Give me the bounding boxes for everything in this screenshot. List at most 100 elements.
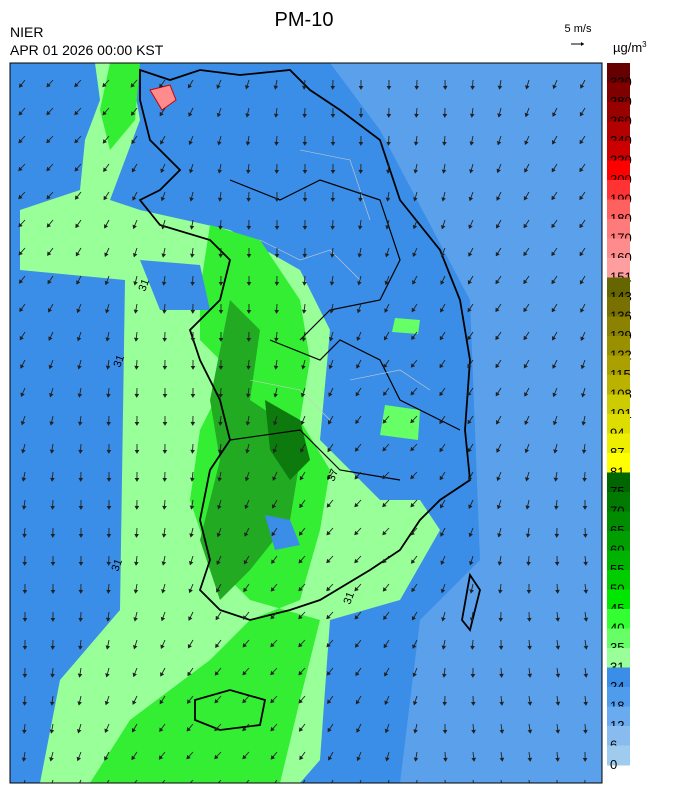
arrow-head [189, 253, 195, 258]
arrow-head [524, 392, 529, 397]
arrow-head [190, 309, 196, 314]
arrow-head [524, 168, 529, 173]
wind-arrow [302, 779, 306, 783]
arrow-head [105, 673, 110, 678]
legend-swatch [607, 706, 630, 727]
arrow-head [106, 449, 112, 454]
arrow-head [190, 393, 196, 398]
arrow-head [384, 672, 389, 677]
arrow-head [411, 615, 416, 621]
arrow-head [527, 701, 533, 706]
arrow-head [270, 755, 276, 760]
wind-arrow [416, 779, 418, 783]
arrow-head [414, 113, 419, 118]
arrow-head [245, 141, 251, 146]
arrow-head [527, 729, 533, 734]
arrow-head [499, 729, 505, 734]
arrow-head [471, 729, 476, 734]
arrow-head [499, 757, 505, 762]
arrow-head [413, 141, 419, 146]
arrow-head [244, 532, 249, 537]
arrow-head [298, 699, 303, 704]
arrow-head [132, 784, 135, 787]
arrow-head [413, 169, 419, 174]
arrow-head [46, 223, 51, 228]
arrow-head [75, 223, 80, 229]
arrow-head [218, 337, 224, 342]
legend-swatch [607, 63, 630, 83]
arrow-head [162, 365, 168, 370]
legend-swatch [607, 609, 630, 629]
arrow-head [413, 729, 418, 734]
arrow-head [440, 224, 446, 230]
arrow-head [214, 754, 219, 760]
arrow-head [551, 279, 556, 285]
arrow-head [526, 561, 531, 566]
arrow-head [356, 308, 362, 314]
arrow-head [330, 253, 335, 258]
wind-arrow [245, 779, 250, 783]
arrow-head [302, 113, 308, 118]
arrow-head [74, 195, 80, 200]
arrow-head [495, 420, 501, 425]
arrow-head [326, 642, 331, 648]
wind-arrow [79, 779, 82, 783]
arrow-head [190, 449, 195, 454]
arrow-head [412, 224, 418, 230]
arrow-head [383, 643, 388, 649]
arrow-head [50, 589, 56, 594]
arrow-head [415, 786, 418, 789]
arrow-head [298, 642, 303, 648]
arrow-head [523, 279, 528, 285]
arrow-head [356, 364, 361, 369]
arrow-head [412, 700, 418, 706]
arrow-head [357, 281, 362, 286]
arrow-head [495, 391, 500, 397]
arrow-head [77, 421, 83, 426]
arrow-head [383, 335, 389, 341]
arrow-head [440, 252, 445, 258]
arrow-head [159, 699, 164, 705]
arrow-head [160, 616, 166, 622]
arrow-head [242, 615, 248, 620]
arrow-head [50, 533, 56, 538]
arrow-head [162, 505, 167, 510]
arrow-head [76, 308, 81, 314]
wind-arrow [161, 779, 166, 783]
arrow-head [439, 447, 444, 453]
arrow-head [216, 84, 221, 90]
arrow-head [496, 476, 501, 482]
legend-swatch [607, 667, 630, 688]
arrow-head [189, 533, 194, 538]
arrow-head [523, 335, 528, 341]
legend-swatch [607, 589, 630, 610]
arrow-head [582, 533, 588, 538]
arrow-head [105, 309, 110, 314]
arrow-head [468, 476, 473, 481]
arrow-head [554, 533, 560, 538]
arrow-head [160, 168, 165, 173]
arrow-head [246, 225, 252, 230]
arrow-head [18, 194, 23, 200]
arrow-head [218, 309, 224, 314]
arrow-head [499, 673, 504, 678]
arrow-head [22, 617, 28, 622]
arrow-head [354, 530, 359, 536]
arrow-head [327, 475, 332, 480]
arrow-head [74, 110, 79, 116]
arrow-head [496, 224, 501, 229]
arrow-head [552, 364, 557, 369]
arrow-head [133, 617, 138, 622]
arrow-head [134, 505, 140, 510]
arrow-head [270, 587, 276, 592]
arrow-head [243, 559, 248, 565]
arrow-head [217, 169, 223, 174]
legend-swatch [607, 355, 630, 376]
arrow-head [244, 85, 250, 90]
contour-label: 31 [112, 353, 127, 369]
arrow-head [442, 729, 448, 734]
arrow-head [22, 533, 27, 538]
arrow-head [301, 365, 306, 370]
arrow-head [414, 85, 420, 90]
